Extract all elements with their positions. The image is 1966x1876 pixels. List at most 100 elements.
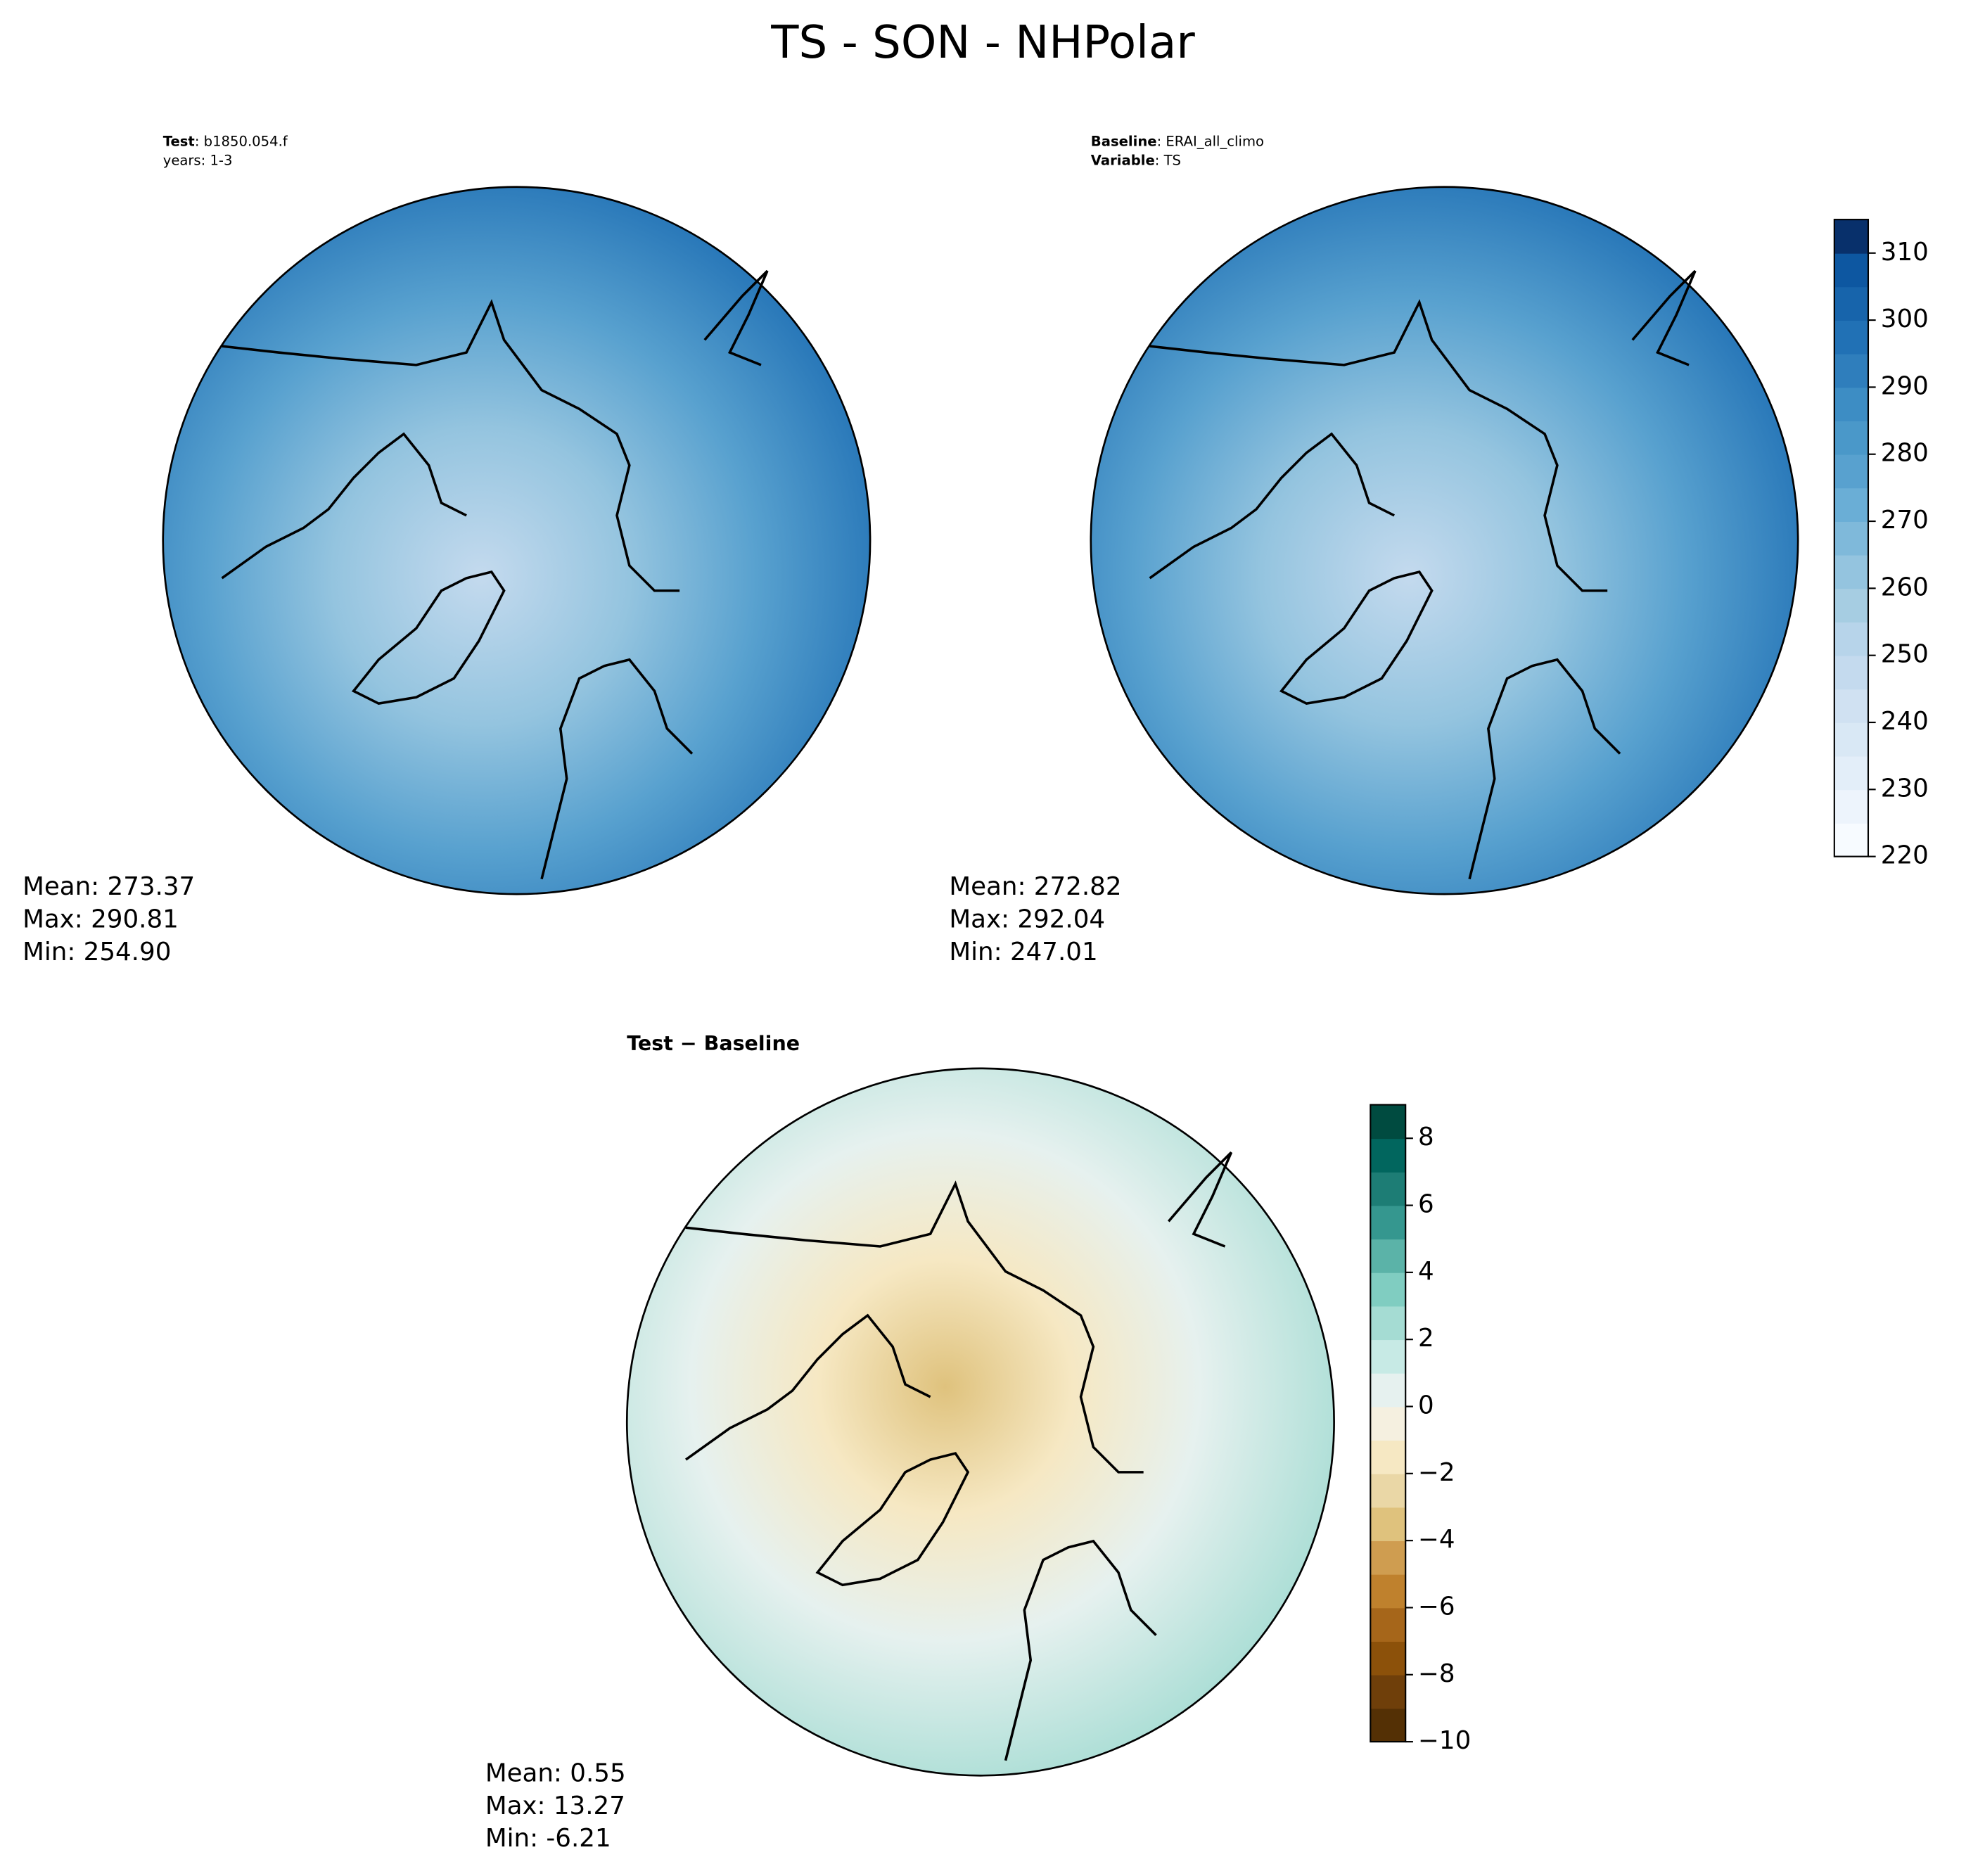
- colorbar-band: [1370, 1708, 1406, 1742]
- colorbar-band: [1370, 1540, 1406, 1575]
- colorbar-band: [1834, 387, 1868, 421]
- colorbar-band: [1370, 1171, 1406, 1206]
- coastline: [222, 299, 680, 592]
- colorbar-band: [1370, 1205, 1406, 1240]
- stat-line: Min: 247.01: [949, 938, 1097, 966]
- colorbar-band: [1834, 353, 1868, 388]
- stat-line: Mean: 272.82: [949, 872, 1121, 901]
- panel-header: Variable: TS: [1091, 152, 1181, 168]
- header-value: years: 1-3: [163, 152, 233, 168]
- colorbar-band: [1834, 554, 1868, 589]
- coastline: [685, 1313, 931, 1461]
- map-border: [1090, 186, 1799, 895]
- map-disc: [627, 1068, 1334, 1776]
- colorbar-band: [1370, 1239, 1406, 1273]
- coastline: [221, 432, 467, 580]
- stat-line: Max: 292.04: [949, 905, 1105, 934]
- colorbar-tick-label: 6: [1418, 1190, 1434, 1219]
- map-border: [625, 1067, 1335, 1777]
- colorbar-band: [1834, 219, 1868, 254]
- coastlines: [1149, 269, 1697, 880]
- map-disc: [1090, 186, 1799, 895]
- stat-line: Max: 290.81: [23, 905, 179, 934]
- colorbar-tick-label: 8: [1418, 1123, 1434, 1151]
- colorbar-tick-label: 280: [1881, 439, 1929, 468]
- stat-line: Mean: 0.55: [485, 1759, 626, 1787]
- colorbar-band: [1834, 588, 1868, 623]
- colorbar-band: [1834, 320, 1868, 355]
- colorbar-band: [1370, 1138, 1406, 1173]
- panel-header: years: 1-3: [163, 152, 233, 168]
- coastlines: [685, 1151, 1233, 1761]
- greenland: [351, 570, 506, 706]
- colorbar-band: [1370, 1607, 1406, 1642]
- colorbar-tick-label: 260: [1881, 573, 1929, 601]
- coastline: [1149, 432, 1395, 580]
- colorbar-band: [1834, 253, 1868, 288]
- header-value: : ERAI_all_climo: [1157, 133, 1264, 149]
- colorbar-band: [1370, 1372, 1406, 1408]
- stat-line: Max: 13.27: [485, 1792, 625, 1820]
- coastline: [703, 269, 769, 366]
- colorbar-band: [1834, 622, 1868, 656]
- panel-header: Baseline: ERAI_all_climo: [1091, 133, 1264, 149]
- colorbar-tick-label: 250: [1881, 640, 1929, 669]
- colorbar-tick-label: 230: [1881, 774, 1929, 803]
- coastline: [1468, 658, 1621, 880]
- header-value: : b1850.054.f: [195, 133, 288, 149]
- colorbar-band: [1834, 286, 1868, 321]
- colorbar-band: [1834, 755, 1868, 791]
- colorbar-band: [1834, 722, 1868, 757]
- colorbar-tick-label: −4: [1418, 1525, 1455, 1554]
- colorbar-band: [1834, 421, 1868, 455]
- colorbar-band: [1834, 487, 1868, 522]
- colorbar-tick-label: −6: [1418, 1592, 1455, 1621]
- colorbar-band: [1834, 454, 1868, 489]
- colorbar-band: [1370, 1641, 1406, 1676]
- colorbar-tick-label: 4: [1418, 1257, 1434, 1286]
- colorbar-tick-label: 240: [1881, 707, 1929, 736]
- colorbar-band: [1370, 1574, 1406, 1609]
- colorbar-band: [1370, 1306, 1406, 1341]
- colorbar-band: [1370, 1104, 1406, 1140]
- map-border: [162, 186, 872, 895]
- greenland: [815, 1452, 970, 1587]
- colorbar-tick-label: 2: [1418, 1324, 1434, 1353]
- stat-line: Min: 254.90: [23, 938, 171, 966]
- figure-title: TS - SON - NHPolar: [770, 16, 1195, 69]
- coastline: [1004, 1539, 1157, 1761]
- coastline: [685, 1180, 1144, 1474]
- coastline: [1631, 269, 1697, 366]
- colorbar-tick-label: −8: [1418, 1659, 1455, 1688]
- colorbar-band: [1834, 822, 1868, 857]
- colorbar-band: [1370, 1507, 1406, 1542]
- colorbar-band: [1370, 1272, 1406, 1307]
- colorbar-tick-label: 0: [1418, 1391, 1434, 1420]
- greenland: [1279, 570, 1434, 706]
- stat-line: Mean: 273.37: [23, 872, 195, 901]
- colorbar-tick-label: 270: [1881, 506, 1929, 535]
- colorbar-tick-label: −10: [1418, 1726, 1471, 1755]
- coastline: [540, 658, 694, 880]
- colorbar-band: [1834, 789, 1868, 824]
- colorbar-band: [1370, 1440, 1406, 1474]
- coastlines: [221, 269, 769, 880]
- colorbar-band: [1834, 655, 1868, 690]
- colorbar-band: [1834, 689, 1868, 723]
- colorbar-tick-label: 220: [1881, 841, 1929, 870]
- colorbar-tick-label: 300: [1881, 305, 1929, 333]
- colorbar-frame: [1833, 219, 1870, 857]
- colorbar-tick-label: 310: [1881, 238, 1929, 267]
- header-key: Test: [163, 133, 195, 149]
- header-key: Variable: [1091, 152, 1155, 168]
- colorbar-frame: [1370, 1104, 1407, 1743]
- colorbar-band: [1370, 1674, 1406, 1709]
- colorbar-tick-label: 290: [1881, 371, 1929, 400]
- header-key: Test − Baseline: [627, 1032, 800, 1055]
- map-disc: [162, 186, 871, 895]
- header-value: : TS: [1155, 152, 1181, 168]
- panel-header: Test − Baseline: [627, 1032, 800, 1055]
- colorbar-band: [1370, 1406, 1406, 1441]
